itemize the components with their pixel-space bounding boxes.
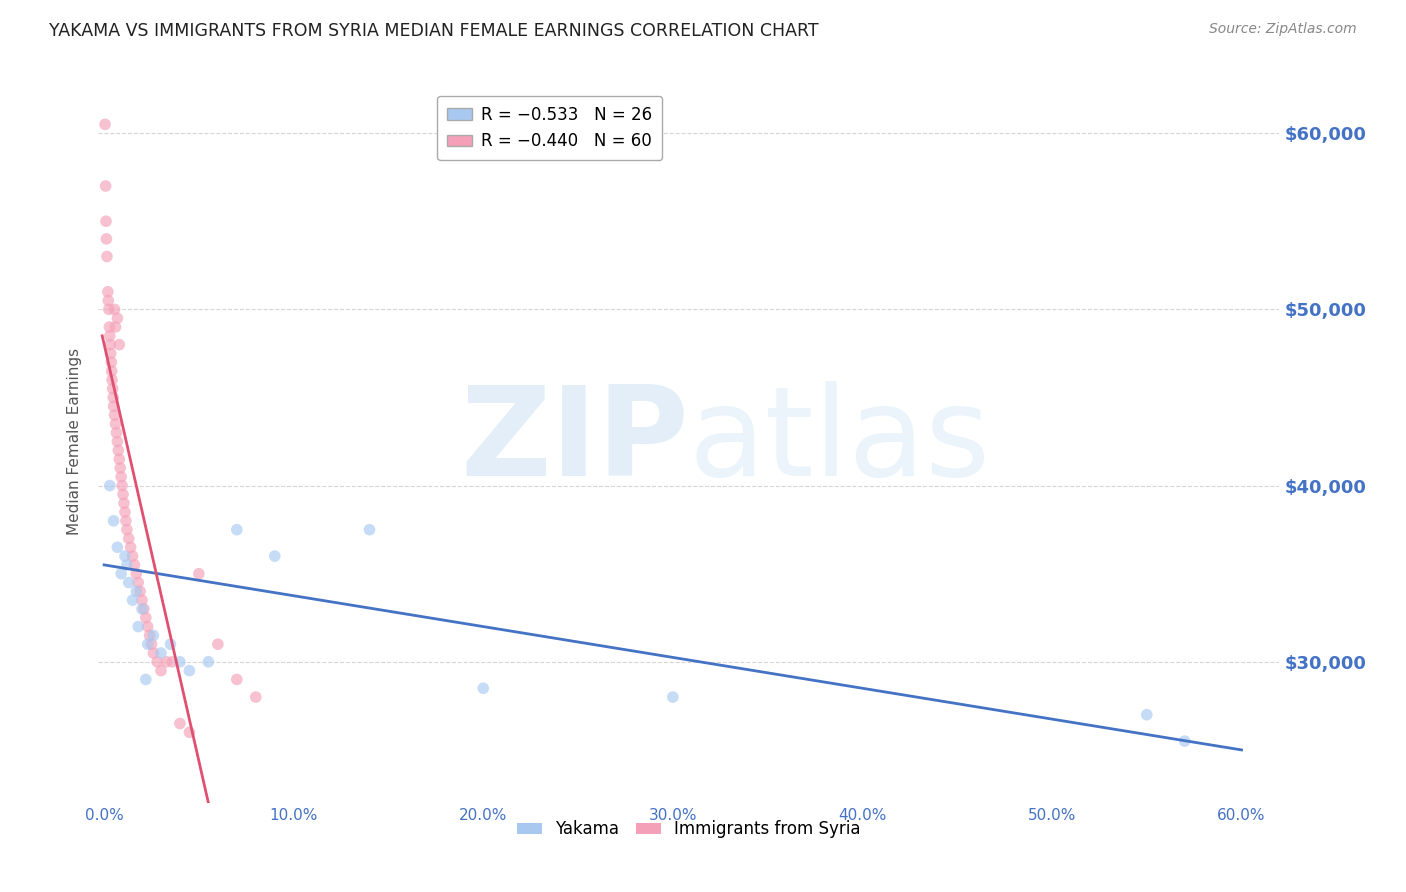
Point [94, 214, 117, 228]
Point [103, 514, 125, 528]
Point [105, 434, 128, 449]
Point [121, 593, 143, 607]
Point [225, 673, 247, 687]
Y-axis label: Median Female Earnings: Median Female Earnings [67, 348, 83, 535]
Point [101, 382, 124, 396]
Point [121, 549, 143, 563]
Point [103, 408, 125, 422]
Point [225, 523, 247, 537]
Point [136, 637, 159, 651]
Point [120, 541, 142, 555]
Text: atlas: atlas [689, 381, 991, 502]
Point [263, 549, 285, 563]
Point [138, 628, 160, 642]
Point [114, 505, 136, 519]
Point [129, 584, 152, 599]
Text: YAKAMA VS IMMIGRANTS FROM SYRIA MEDIAN FEMALE EARNINGS CORRELATION CHART: YAKAMA VS IMMIGRANTS FROM SYRIA MEDIAN F… [49, 22, 818, 40]
Point [112, 496, 135, 510]
Point [169, 655, 191, 669]
Point [159, 637, 181, 651]
Point [179, 725, 201, 739]
Point [132, 602, 155, 616]
Point [111, 478, 134, 492]
Point [110, 470, 132, 484]
Point [118, 575, 141, 590]
Point [124, 558, 146, 572]
Point [107, 443, 129, 458]
Point [108, 337, 131, 351]
Point [156, 655, 179, 669]
Point [169, 716, 191, 731]
Point [105, 311, 128, 326]
Point [104, 417, 127, 431]
Point [662, 690, 685, 704]
Point [96, 232, 118, 246]
Point [1174, 734, 1197, 748]
Text: ZIP: ZIP [460, 381, 689, 502]
Point [97, 285, 120, 299]
Point [98, 320, 121, 334]
Point [142, 628, 165, 642]
Point [179, 664, 201, 678]
Point [105, 425, 128, 440]
Point [108, 452, 131, 467]
Point [136, 619, 159, 633]
Point [187, 566, 209, 581]
Point [135, 673, 157, 687]
Point [149, 664, 172, 678]
Point [114, 549, 136, 563]
Point [127, 619, 149, 633]
Point [115, 523, 138, 537]
Point [110, 566, 132, 581]
Point [110, 461, 132, 475]
Legend: Yakama, Immigrants from Syria: Yakama, Immigrants from Syria [510, 814, 868, 845]
Point [97, 302, 120, 317]
Point [115, 558, 138, 572]
Point [131, 593, 153, 607]
Point [1136, 707, 1159, 722]
Point [103, 399, 125, 413]
Point [142, 646, 165, 660]
Point [98, 328, 121, 343]
Point [101, 373, 124, 387]
Point [94, 117, 117, 131]
Point [94, 179, 117, 194]
Point [98, 337, 121, 351]
Point [149, 646, 172, 660]
Point [100, 364, 122, 378]
Text: Source: ZipAtlas.com: Source: ZipAtlas.com [1209, 22, 1357, 37]
Point [103, 302, 125, 317]
Point [125, 566, 148, 581]
Point [112, 487, 135, 501]
Point [359, 523, 381, 537]
Point [141, 637, 163, 651]
Point [472, 681, 495, 696]
Point [118, 532, 141, 546]
Point [245, 690, 267, 704]
Point [100, 346, 122, 360]
Point [105, 541, 128, 555]
Point [135, 611, 157, 625]
Point [125, 584, 148, 599]
Point [127, 575, 149, 590]
Point [103, 391, 125, 405]
Point [131, 602, 153, 616]
Point [162, 655, 184, 669]
Point [115, 514, 138, 528]
Point [197, 655, 219, 669]
Point [96, 250, 118, 264]
Point [207, 637, 229, 651]
Point [104, 320, 127, 334]
Point [98, 478, 121, 492]
Point [100, 355, 122, 369]
Point [146, 655, 169, 669]
Point [97, 293, 120, 308]
